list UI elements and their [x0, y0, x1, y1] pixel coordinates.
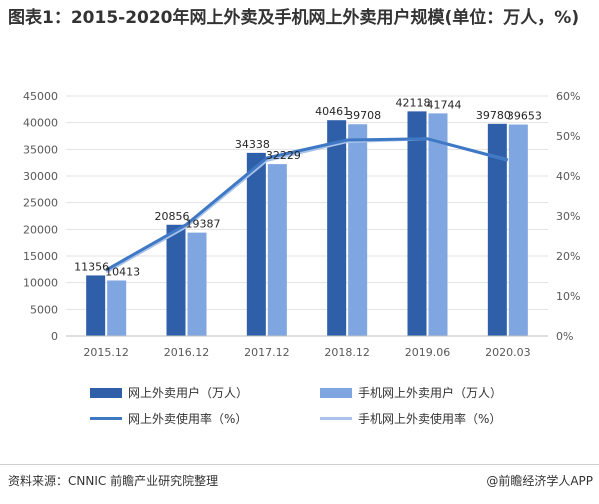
- data-label-online-users: 40461: [315, 105, 350, 118]
- legend-swatch: [320, 417, 352, 420]
- data-label-online-users: 11356: [74, 260, 109, 273]
- legend-label: 手机网上外卖用户（万人）: [358, 386, 503, 400]
- bar-online-users: [327, 120, 347, 336]
- bar-online-users: [166, 224, 186, 336]
- bar-mobile-users: [348, 124, 368, 336]
- y-left-tick-label: 45000: [23, 90, 58, 103]
- x-tick-label: 2015.12: [83, 346, 129, 359]
- legend-swatch: [320, 387, 352, 398]
- bar-mobile-users: [428, 113, 448, 337]
- y-right-tick-label: 10%: [556, 290, 580, 303]
- legend-swatch: [90, 417, 122, 420]
- bar-mobile-users: [267, 164, 287, 336]
- legend-item-mobile-users: 手机网上外卖用户（万人）: [320, 384, 502, 401]
- line-online-rate: [105, 137, 509, 272]
- legend-item-online-users: 网上外卖用户（万人）: [90, 384, 248, 401]
- data-label-mobile-users: 32229: [266, 149, 301, 162]
- y-left-tick-label: 35000: [23, 143, 58, 156]
- legend-label: 网上外卖使用率（%）: [128, 412, 248, 426]
- y-right-tick-label: 40%: [556, 170, 580, 183]
- legend-label: 网上外卖用户（万人）: [128, 386, 249, 400]
- footer-divider: [0, 464, 599, 465]
- data-label-mobile-users: 39653: [507, 110, 542, 123]
- bar-mobile-users: [508, 124, 528, 336]
- legend-swatch: [90, 387, 122, 398]
- data-label-online-users: 42118: [396, 96, 431, 109]
- bar-mobile-users: [107, 280, 127, 336]
- gridlines: [66, 95, 548, 337]
- chart: 0 5000 10000 15000 20000 25000 30000 35000 40000…: [23, 90, 580, 359]
- x-tick-label: 2017.12: [244, 346, 290, 359]
- x-tick-label: 2018.12: [324, 346, 370, 359]
- bar-online-users: [487, 123, 507, 336]
- legend-item-mobile-rate: 手机网上外卖使用率（%）: [320, 410, 501, 427]
- data-label-online-users: 34338: [235, 138, 270, 151]
- data-label-online-users: 20856: [155, 210, 190, 223]
- right-axis: 0% 10% 20% 30% 40% 50% 60%: [556, 90, 580, 343]
- lines: [105, 137, 509, 274]
- bar-online-users: [86, 275, 106, 336]
- bar-online-users: [407, 111, 427, 336]
- y-right-tick-label: 0%: [556, 330, 573, 343]
- y-left-tick-label: 40000: [23, 117, 58, 130]
- data-label-online-users: 39780: [476, 109, 511, 122]
- legend-label: 手机网上外卖使用率（%）: [358, 412, 502, 426]
- source-note: 资料来源：CNNIC 前瞻产业研究院整理: [8, 474, 219, 488]
- y-left-tick-label: 20000: [23, 223, 58, 236]
- y-right-tick-label: 60%: [556, 90, 580, 103]
- y-left-tick-label: 15000: [23, 250, 58, 263]
- y-left-tick-label: 5000: [30, 303, 58, 316]
- data-label-mobile-users: 41744: [427, 98, 462, 111]
- legend-item-online-rate: 网上外卖使用率（%）: [90, 410, 247, 427]
- y-right-tick-label: 20%: [556, 250, 580, 263]
- line-mobile-rate: [105, 137, 509, 274]
- bar-online-users: [246, 152, 266, 336]
- x-tick-label: 2016.12: [164, 346, 210, 359]
- x-tick-label: 2019.06: [405, 346, 451, 359]
- y-left-tick-label: 10000: [23, 277, 58, 290]
- y-left-tick-label: 0: [51, 330, 58, 343]
- data-label-mobile-users: 19387: [186, 218, 221, 231]
- x-axis: 2015.12 2016.12 2017.12 2018.12 2019.06 2020.…: [66, 335, 548, 359]
- data-label-mobile-users: 10413: [105, 265, 140, 278]
- bars: [86, 111, 528, 337]
- y-left-tick-label: 25000: [23, 197, 58, 210]
- data-label-mobile-users: 39708: [346, 109, 381, 122]
- y-right-tick-label: 30%: [556, 210, 580, 223]
- bar-mobile-users: [187, 232, 207, 336]
- y-right-tick-label: 50%: [556, 130, 580, 143]
- x-tick-label: 2020.03: [485, 346, 531, 359]
- y-left-tick-label: 30000: [23, 170, 58, 183]
- left-axis: 0 5000 10000 15000 20000 25000 30000 35000 40000…: [23, 90, 58, 343]
- credit-note: @前瞻经济学人APP: [486, 474, 593, 488]
- chart-title: 图表1：2015-2020年网上外卖及手机网上外卖用户规模(单位：万人，%): [8, 8, 580, 28]
